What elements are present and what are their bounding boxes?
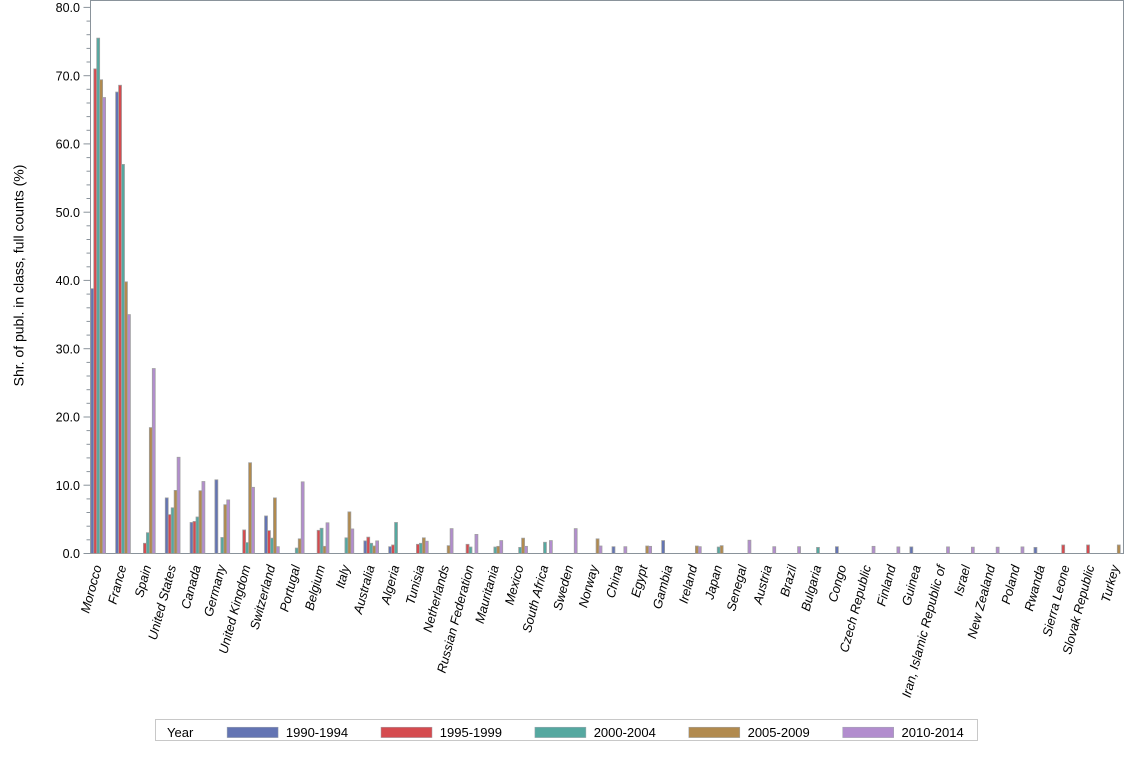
svg-text:Italy: Italy	[332, 562, 353, 590]
svg-text:80.0: 80.0	[56, 1, 80, 15]
svg-text:Shr. of publ. in class, full c: Shr. of publ. in class, full counts (%)	[11, 165, 27, 387]
svg-text:30.0: 30.0	[56, 342, 80, 356]
svg-text:70.0: 70.0	[56, 69, 80, 83]
svg-text:2005-2009: 2005-2009	[748, 725, 810, 740]
svg-text:2010-2014: 2010-2014	[902, 725, 964, 740]
svg-text:0.0: 0.0	[63, 547, 80, 561]
svg-text:20.0: 20.0	[56, 411, 80, 425]
svg-text:10.0: 10.0	[56, 479, 80, 493]
svg-text:1995-1999: 1995-1999	[440, 725, 502, 740]
svg-text:1990-1994: 1990-1994	[286, 725, 348, 740]
svg-text:50.0: 50.0	[56, 206, 80, 220]
svg-text:2000-2004: 2000-2004	[594, 725, 656, 740]
svg-text:Year: Year	[167, 725, 194, 740]
svg-text:60.0: 60.0	[56, 138, 80, 152]
svg-text:40.0: 40.0	[56, 274, 80, 288]
